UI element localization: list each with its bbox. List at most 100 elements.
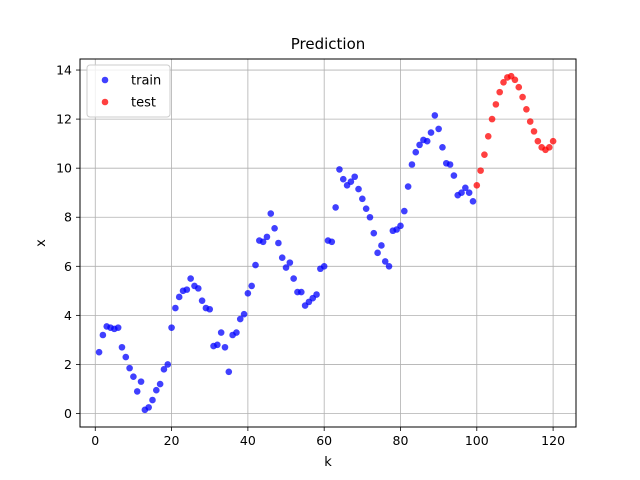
train-point	[423, 137, 431, 145]
series-train	[95, 112, 477, 414]
train-point	[332, 204, 339, 211]
legend-box	[86, 64, 171, 118]
train-point	[336, 166, 343, 173]
train-point	[374, 249, 381, 257]
train-point	[450, 172, 458, 179]
train-point	[458, 189, 465, 197]
train-point	[362, 205, 370, 212]
train-point	[404, 183, 412, 190]
train-point	[263, 233, 271, 241]
y-tick-label: 4	[64, 308, 72, 323]
train-point	[366, 213, 374, 221]
y-tick-label: 0	[64, 406, 72, 421]
train-point	[233, 329, 240, 336]
train-point	[137, 378, 145, 385]
test-point	[549, 137, 557, 145]
train-point	[275, 239, 282, 247]
train-point	[153, 386, 160, 394]
test-point	[473, 182, 481, 189]
train-point	[244, 289, 252, 297]
train-point	[172, 304, 179, 312]
train-point	[183, 286, 191, 293]
legend-marker-test	[101, 98, 109, 106]
train-point	[469, 197, 477, 205]
y-tick-label: 14	[56, 63, 72, 78]
x-tick-label: 120	[541, 433, 565, 448]
train-point	[160, 366, 168, 373]
y-axis-label: x	[34, 239, 49, 247]
train-point	[133, 388, 141, 395]
x-tick-label: 20	[164, 433, 180, 448]
test-point	[481, 151, 488, 158]
train-point	[99, 331, 107, 339]
train-point	[446, 161, 454, 168]
train-point	[221, 343, 229, 351]
train-point	[278, 254, 286, 262]
x-tick-label: 100	[465, 433, 489, 448]
train-point	[259, 238, 267, 246]
train-point	[240, 310, 248, 318]
train-point	[164, 361, 172, 368]
x-tick-label: 0	[91, 433, 99, 448]
train-point	[130, 373, 137, 381]
train-point	[271, 224, 278, 232]
chart-title: Prediction	[291, 35, 366, 53]
test-point	[484, 132, 492, 140]
train-point	[126, 364, 133, 372]
train-point	[252, 261, 259, 269]
train-point	[290, 275, 297, 282]
train-point	[225, 368, 233, 376]
train-point	[320, 263, 328, 270]
test-point	[519, 93, 526, 101]
train-point	[214, 341, 221, 349]
train-point	[156, 380, 164, 388]
test-point	[534, 137, 542, 145]
train-point	[313, 291, 320, 298]
x-tick-label: 60	[316, 433, 332, 448]
train-point	[297, 288, 305, 296]
y-tick-label: 2	[64, 357, 72, 372]
train-point	[149, 396, 156, 404]
plot-area-frame	[79, 58, 577, 428]
train-point	[465, 189, 473, 197]
x-tick-label: 40	[240, 433, 256, 448]
train-point	[431, 112, 439, 119]
train-point	[385, 263, 393, 270]
test-point	[530, 128, 538, 135]
train-point	[328, 238, 336, 246]
train-point	[397, 222, 404, 230]
series-test	[473, 72, 557, 189]
x-tick-label: 80	[393, 433, 409, 448]
train-point	[217, 329, 225, 336]
axis-ticks: 0 20 40 60 80 100 120 0 2 4 6 8 10 12 14	[56, 63, 565, 448]
train-point	[168, 324, 175, 331]
train-point	[412, 148, 420, 156]
train-point	[206, 305, 214, 313]
train-point	[416, 141, 423, 149]
train-point	[187, 275, 194, 282]
train-point	[370, 229, 378, 237]
train-point	[286, 259, 294, 266]
test-point	[511, 76, 519, 84]
legend-label-test: test	[131, 96, 156, 111]
train-point	[248, 282, 255, 290]
test-point	[477, 167, 484, 174]
train-point	[427, 129, 435, 136]
train-point	[381, 258, 389, 265]
test-point	[526, 118, 534, 125]
test-point	[515, 83, 523, 91]
y-tick-label: 6	[64, 259, 72, 274]
train-point	[339, 175, 347, 183]
train-point	[359, 195, 366, 203]
train-point	[198, 297, 206, 304]
train-point	[95, 348, 103, 356]
train-point	[282, 264, 290, 271]
train-point	[462, 184, 469, 192]
train-point	[122, 353, 130, 361]
train-point	[408, 161, 416, 168]
test-point	[492, 101, 500, 108]
train-point	[435, 125, 442, 133]
train-point	[347, 178, 355, 185]
legend-marker-train	[101, 76, 109, 84]
